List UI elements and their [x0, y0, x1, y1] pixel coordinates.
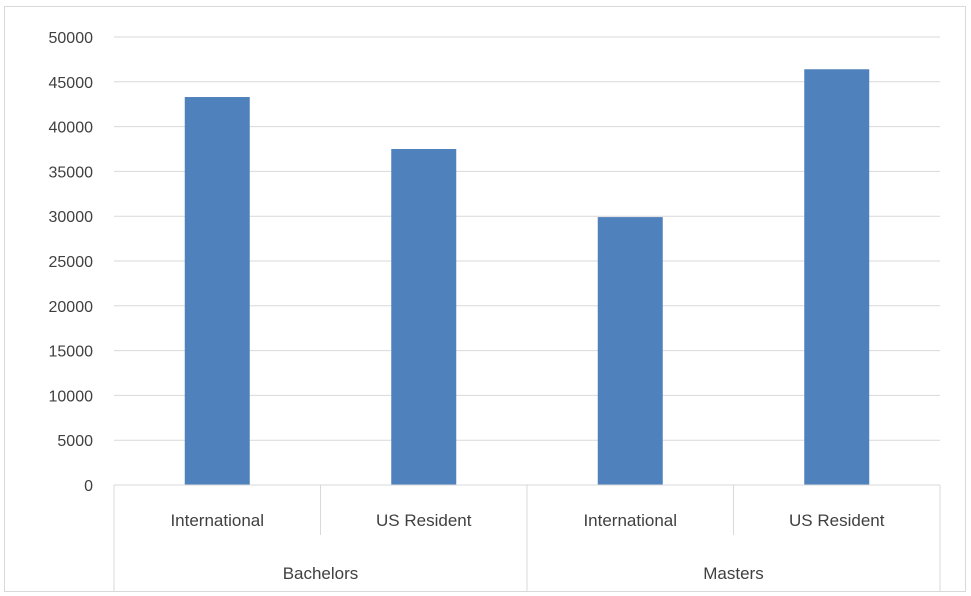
bar [391, 149, 457, 485]
y-axis-tick-labels: 0 5000 10000 15000 20000 25000 30000 35000 40000… [49, 30, 94, 495]
x-category-label: US Resident [376, 511, 472, 530]
bar [597, 217, 663, 485]
y-tick-label: 45000 [49, 75, 94, 92]
y-tick-label: 0 [84, 478, 93, 495]
bar [804, 69, 870, 486]
x-group-label: Masters [703, 564, 763, 583]
gridlines [114, 36, 940, 441]
x-category-label: International [583, 511, 677, 530]
x-category-label: International [170, 511, 264, 530]
bar [184, 97, 250, 486]
x-group-label: Bachelors [283, 564, 359, 583]
y-tick-label: 20000 [49, 299, 94, 316]
y-tick-label: 5000 [57, 433, 93, 450]
y-tick-label: 10000 [49, 388, 94, 405]
y-tick-label: 40000 [49, 120, 94, 137]
x-category-label: US Resident [789, 511, 885, 530]
bars [184, 69, 870, 486]
y-tick-label: 35000 [49, 164, 94, 181]
y-tick-label: 50000 [49, 30, 94, 47]
y-tick-label: 25000 [49, 254, 94, 271]
y-tick-label: 30000 [49, 209, 94, 226]
x-axis: International US Resident International US … [113, 484, 941, 592]
y-tick-label: 15000 [49, 344, 94, 361]
